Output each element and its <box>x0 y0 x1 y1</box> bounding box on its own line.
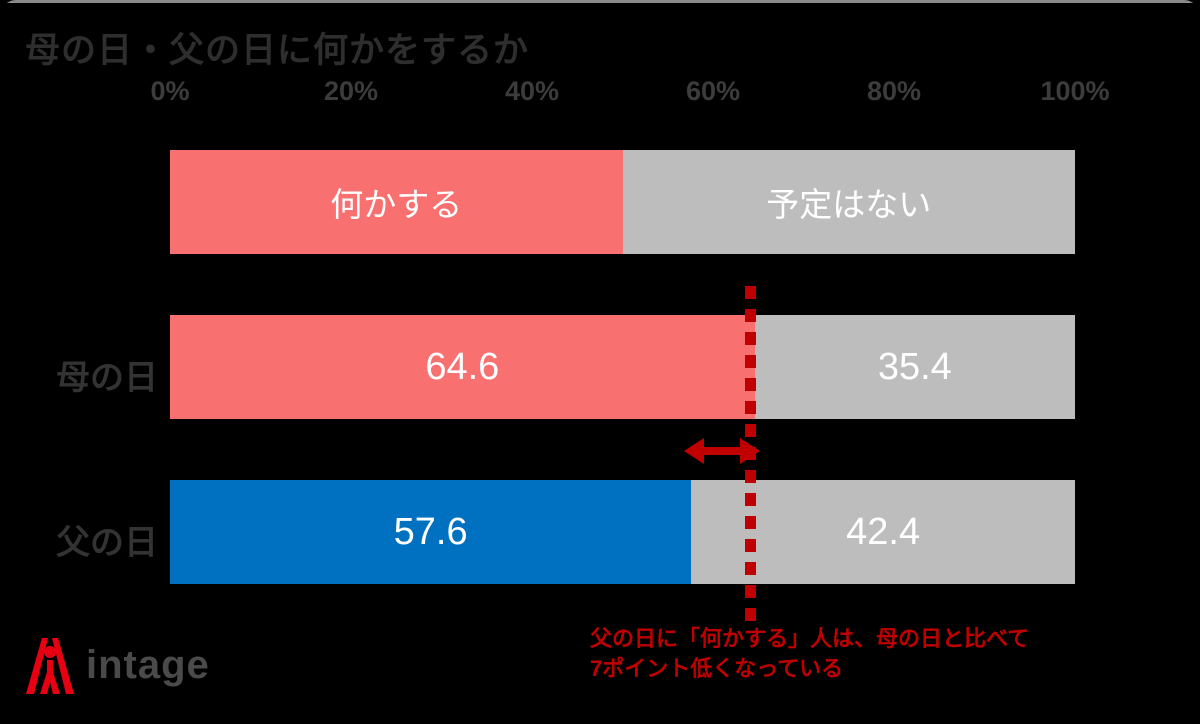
annotation-line-1: 父の日に「何かする」人は、母の日と比べて <box>590 626 1030 651</box>
annotation-note: 父の日に「何かする」人は、母の日と比べて 7ポイント低くなっている <box>590 624 1029 684</box>
chart-title: 母の日・父の日に何かをするか <box>25 31 530 70</box>
gap-arrow-icon <box>684 438 760 464</box>
x-axis-tick-60: 60% <box>685 76 741 106</box>
intage-logo-mark-icon <box>26 638 74 694</box>
value-label: 35.4 <box>877 345 952 388</box>
x-axis-tick-0: 0% <box>150 76 190 106</box>
intage-logo: intage <box>22 634 210 696</box>
bar-row-mothers-day: 64.6 35.4 <box>170 315 1075 419</box>
row-label-mothers-day: 母の日 <box>56 359 158 397</box>
x-axis-tick-20: 20% <box>323 76 379 106</box>
intage-logo-text: intage <box>86 642 210 687</box>
bar-segment-mothers-day-no-plans: 35.4 <box>754 315 1075 419</box>
value-label: 42.4 <box>846 510 921 553</box>
legend-bar: 何かする 予定はない <box>170 150 1075 254</box>
bar-row-fathers-day: 57.6 42.4 <box>170 480 1075 584</box>
bar-segment-mothers-day-do-something: 64.6 <box>170 315 755 419</box>
x-axis: 0% 20% 40% 60% 80% 100% <box>0 76 1200 106</box>
value-label: 57.6 <box>393 510 468 553</box>
legend-segment-do-something: 何かする <box>170 150 623 254</box>
row-label-fathers-day: 父の日 <box>56 524 158 562</box>
x-axis-tick-40: 40% <box>504 76 560 106</box>
value-label: 64.6 <box>425 345 500 388</box>
x-axis-tick-80: 80% <box>866 76 922 106</box>
annotation-line-2: 7ポイント低くなっている <box>590 656 844 681</box>
legend-label-no-plans: 予定はない <box>766 186 932 223</box>
legend-label-do-something: 何かする <box>330 186 463 223</box>
x-axis-tick-100: 100% <box>1040 76 1110 106</box>
window-top-edge <box>0 0 1200 3</box>
bar-segment-fathers-day-do-something: 57.6 <box>170 480 692 584</box>
legend-segment-no-plans: 予定はない <box>622 150 1075 254</box>
